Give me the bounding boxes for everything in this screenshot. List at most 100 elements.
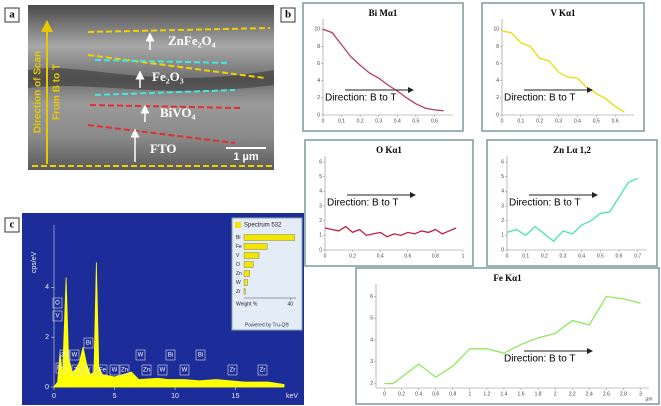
bar	[243, 261, 254, 268]
peak-label-box	[165, 349, 176, 361]
x-tick-label: 2.2	[569, 391, 576, 397]
layer-boundary	[87, 124, 236, 144]
x-tick-label: 40	[287, 301, 293, 307]
panel-label: b	[285, 9, 291, 21]
bar	[243, 279, 248, 286]
bar-label: Bi	[236, 235, 240, 241]
bar-label: W	[236, 280, 241, 286]
x-tick-label: 0.4	[574, 118, 581, 124]
y-tick-label: 4	[319, 189, 322, 195]
scan-label: Direction of Scan	[33, 51, 44, 133]
scan-label: From B to T	[52, 64, 63, 120]
y-tick-label: 8	[496, 44, 499, 50]
peak-label-box	[119, 364, 130, 376]
peak-label: W	[160, 368, 166, 374]
peak-label-box	[195, 349, 206, 361]
x-tick-label: 3	[639, 391, 642, 397]
data-line	[322, 28, 444, 112]
peak-label: V	[55, 314, 59, 320]
x-tick-label: 1.4	[500, 391, 507, 397]
peak-label: W	[72, 353, 78, 359]
x-tick-label: 0.4	[415, 391, 422, 397]
x-axis-label: keV	[286, 393, 298, 400]
x-tick-label: 2.8	[620, 391, 627, 397]
y-tick-label: 3	[501, 203, 504, 209]
bar	[243, 288, 246, 295]
x-tick-label: 5	[113, 393, 117, 400]
peak-label: O	[55, 301, 60, 307]
y-tick-label: 4	[496, 78, 499, 84]
x-tick-label: 0	[506, 253, 509, 259]
x-tick-label: 0.7	[634, 253, 641, 259]
y-tick-label: 8	[317, 44, 320, 50]
y-tick-label: 3	[319, 203, 322, 209]
y-tick-label: 0	[45, 384, 49, 391]
peak-label-box	[157, 364, 168, 376]
layer-label: FTO	[150, 141, 177, 156]
y-tick-label: 4	[501, 189, 504, 195]
y-tick-label: 6	[496, 61, 499, 67]
layer-boundary	[87, 27, 271, 33]
x-tick-label: 0.8	[432, 253, 439, 259]
x-tick-label: 0.6	[432, 391, 439, 397]
y-tick-label: 4	[317, 78, 320, 84]
peak-label: Zn	[61, 353, 68, 359]
x-tick-label: 0	[52, 393, 56, 400]
bar	[243, 270, 250, 277]
peak-label-box	[179, 364, 190, 376]
x-tick-label: 0.3	[375, 118, 382, 124]
peak-label-box	[52, 297, 63, 309]
x-tick-label: 1	[468, 391, 471, 397]
bar	[243, 243, 268, 250]
panel-label: a	[9, 9, 15, 21]
y-tick-label: 0	[496, 112, 499, 118]
spectrum	[53, 262, 285, 388]
sem-texture	[28, 68, 274, 91]
chart-title: Bi Mα1	[369, 8, 398, 18]
x-tick-label: 0.6	[612, 118, 619, 124]
chart-frame	[481, 2, 645, 132]
x-tick-label: 10	[171, 393, 179, 400]
peak-label: V	[86, 368, 90, 374]
data-line	[501, 30, 625, 113]
y-tick-label: 2	[317, 95, 320, 101]
peak-label: Bi	[86, 341, 91, 347]
x-axis-label: Weight %	[236, 301, 258, 307]
bar-label: Zr	[236, 289, 241, 295]
chart-title: Zn Lα 1,2	[553, 145, 591, 155]
direction-label: Direction: B to T	[327, 198, 399, 209]
peak-label: Fe	[57, 366, 65, 372]
peak-label-box	[59, 349, 70, 361]
peak-label-box	[69, 349, 80, 361]
x-tick-label: 0.1	[522, 253, 529, 259]
x-tick-label: 0.5	[412, 118, 419, 124]
x-tick-label: 0.2	[349, 253, 356, 259]
peak-label: W	[182, 368, 188, 374]
inset-legend-swatch	[235, 222, 241, 228]
panel-a: ZnFe₂O₄ Fe₂O₃ BiVO₄ FTO Direction of Sca…	[28, 5, 274, 170]
x-tick-label: 0.1	[517, 118, 524, 124]
direction-label: Direction: B to T	[509, 198, 581, 209]
x-tick-label: 0	[324, 253, 327, 259]
y-tick-label: 0	[317, 112, 320, 118]
x-tick-label: 0	[383, 391, 386, 397]
layer-boundary	[94, 59, 231, 64]
x-tick-label: 0.3	[560, 253, 567, 259]
y-tick-label: 3	[370, 359, 373, 365]
panel-label-box	[4, 217, 20, 233]
peak-label-box	[257, 364, 268, 376]
panel-label-box	[280, 7, 296, 23]
data-line	[324, 225, 457, 238]
y-axis-label: cps/eV	[31, 251, 38, 273]
peak-label: W	[138, 353, 144, 359]
chart-frame	[304, 139, 474, 267]
x-tick-label: 0.1	[338, 118, 345, 124]
peak-label: Zr	[74, 368, 80, 374]
peak-label-box	[109, 364, 120, 376]
chart-title: V Kα1	[550, 8, 576, 18]
y-tick-label: 10	[493, 27, 499, 33]
inset-title: Spectrum 532	[244, 223, 282, 229]
peak-label-box	[71, 364, 82, 376]
y-tick-label: 10	[314, 27, 320, 33]
